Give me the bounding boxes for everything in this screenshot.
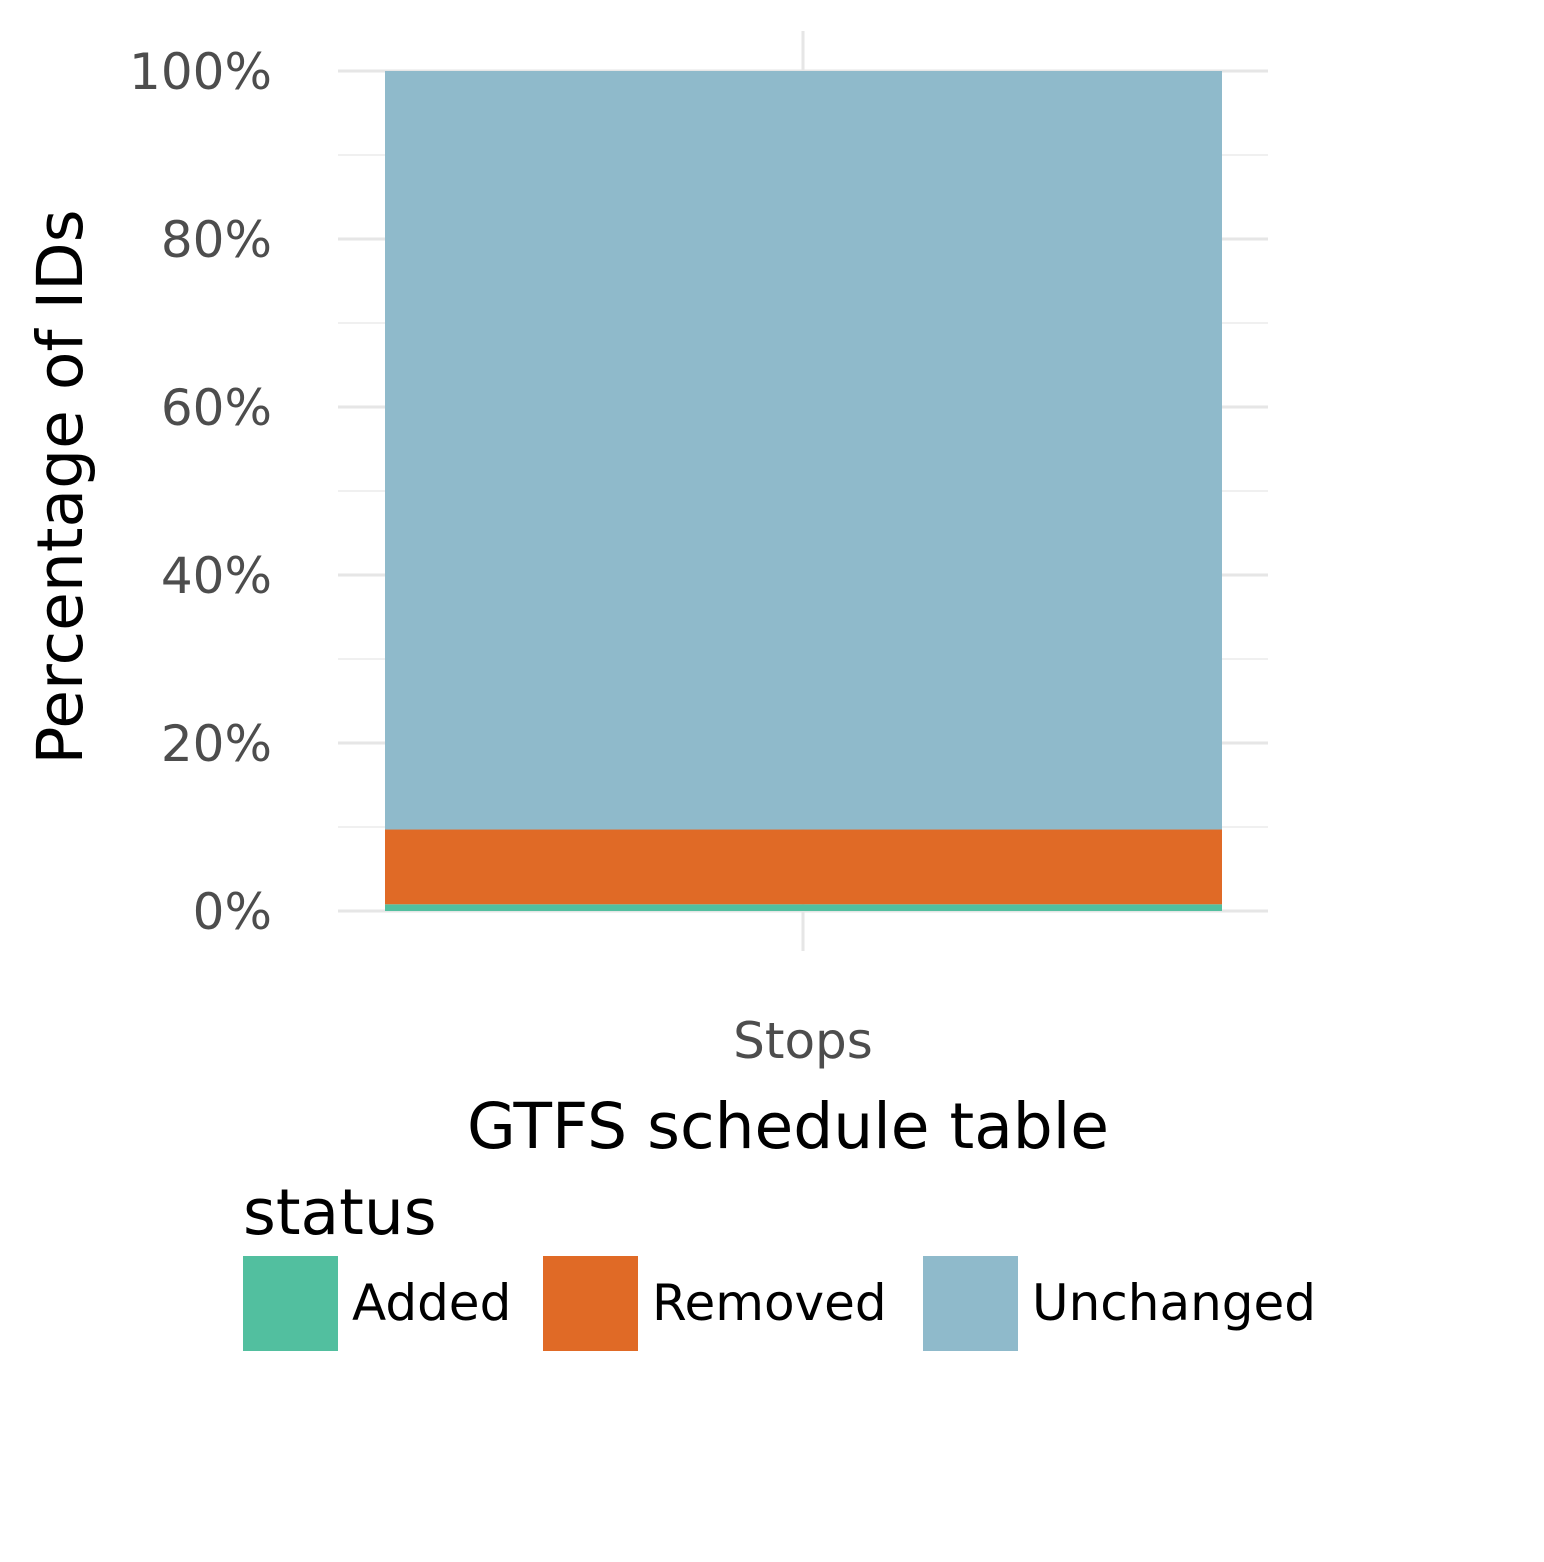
bar-segment-added bbox=[385, 904, 1222, 911]
y-tick-label: 100% bbox=[129, 43, 272, 101]
y-axis-title: Percentage of IDs bbox=[24, 209, 97, 764]
x-tick-labels: Stops bbox=[733, 1012, 873, 1070]
legend-entry-unchanged: Unchanged bbox=[923, 1256, 1316, 1351]
y-tick-label: 40% bbox=[161, 547, 272, 605]
legend-label: Unchanged bbox=[1032, 1274, 1316, 1332]
bar-segment-unchanged bbox=[385, 71, 1222, 830]
legend-swatch bbox=[923, 1256, 1018, 1351]
legend-entry-added: Added bbox=[243, 1256, 511, 1351]
y-tick-labels: 0% 20% 40% 60% 80% 100% bbox=[129, 43, 272, 941]
legend-label: Added bbox=[352, 1274, 511, 1332]
legend-entries: Added Removed Unchanged bbox=[243, 1256, 1316, 1351]
bar-segment-removed bbox=[385, 829, 1222, 905]
y-tick-label: 20% bbox=[161, 715, 272, 773]
legend-swatch bbox=[243, 1256, 338, 1351]
legend: status Added Removed Unchanged bbox=[243, 1176, 1316, 1351]
legend-label: Removed bbox=[652, 1274, 887, 1332]
legend-title: status bbox=[243, 1176, 437, 1249]
y-tick-label: 0% bbox=[193, 883, 272, 941]
legend-swatch bbox=[543, 1256, 638, 1351]
bar-segments bbox=[385, 71, 1222, 911]
y-tick-label: 80% bbox=[161, 211, 272, 269]
y-tick-label: 60% bbox=[161, 379, 272, 437]
legend-entry-removed: Removed bbox=[543, 1256, 887, 1351]
x-axis-title: GTFS schedule table bbox=[467, 1090, 1109, 1163]
x-tick-label: Stops bbox=[733, 1012, 873, 1070]
